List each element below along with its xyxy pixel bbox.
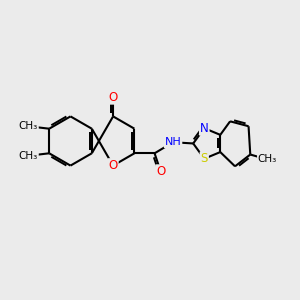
Text: CH₃: CH₃ [19, 121, 38, 131]
Text: S: S [201, 152, 208, 165]
Text: O: O [156, 165, 165, 178]
Text: N: N [200, 122, 209, 135]
Text: O: O [109, 159, 118, 172]
Text: CH₃: CH₃ [258, 154, 277, 164]
Text: O: O [109, 91, 118, 104]
Text: CH₃: CH₃ [19, 151, 38, 161]
Text: NH: NH [165, 137, 182, 147]
